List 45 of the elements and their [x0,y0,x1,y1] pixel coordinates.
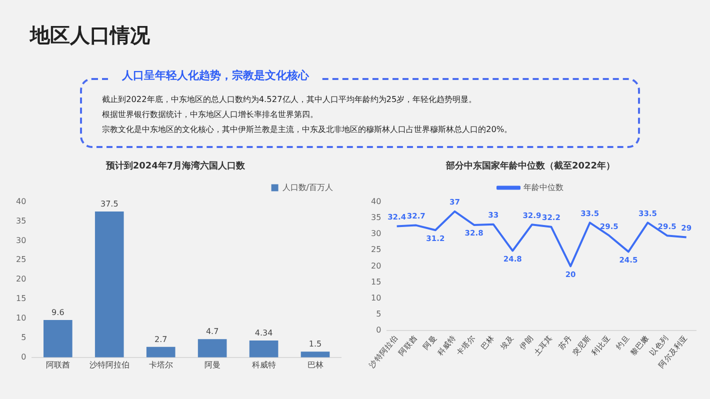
y-tick-label: 5 [376,310,382,319]
chart-title: 部分中东国家年龄中位数（截至2022年） [444,160,616,172]
text: 截止到2022年底，中东地区的总人口数约为4.527亿人，其中人口平均年龄约为25岁，年轻化趋势明显。 [102,94,477,105]
x-tick-label: 阿曼 [204,360,220,370]
legend-label: 年龄中位数 [524,182,564,192]
y-tick-label: 35 [16,216,26,226]
x-tick-label: 沙特阿拉伯 [89,360,130,370]
data-label: 9.6 [52,308,64,318]
y-tick-label: 15 [16,294,26,304]
x-tick-label: 科威特 [252,360,276,370]
y-tick-label: 20 [16,274,26,284]
y-tick-label: 25 [370,245,382,254]
bar [198,339,227,358]
y-tick-label: 0 [376,326,382,335]
data-label: 4.7 [206,327,219,336]
y-tick-label: 40 [16,196,26,206]
bar [146,346,176,358]
bar [94,212,124,358]
legend-label: 人口数/百万人 [282,182,334,192]
data-label: 37.5 [100,200,118,209]
y-tick-label: 30 [370,229,382,238]
y-tick-label: 20 [370,261,382,270]
data-label: 4.34 [254,328,273,338]
bar [249,340,278,358]
y-tick-label: 25 [16,255,26,264]
data-label: 2.7 [154,334,168,344]
y-tick-label: 35 [370,212,382,222]
y-tick-label: 0 [21,352,26,362]
y-tick-label: 15 [370,277,382,286]
x-tick-label: 阿联酋 [46,360,70,370]
x-tick-label: 卡塔尔 [148,360,173,370]
x-tick-label: 巴林 [307,360,324,370]
y-tick-label: 5 [21,333,26,342]
bar [300,352,330,358]
text: 人口呈年轻人化趋势，宗教是文化核心 [112,68,319,83]
data-label: 1.5 [308,340,322,349]
text: 地区人口情况 [30,22,150,49]
y-tick-label: 30 [16,236,26,245]
text: 宗教文化是中东地区的文化核心，其中伊斯兰教是主流，中东及北非地区的穆斯林人口占世界穆斯林总人口的20%。 [102,124,512,135]
text: 根据世界银行数据统计，中东地区人口增长率排名世界第四。 [102,109,318,120]
y-tick-label: 10 [370,293,382,302]
chart-title: 预计到2024年7月海湾六国人口数 [104,160,246,172]
y-tick-label: 40 [370,196,382,206]
bar [44,320,72,358]
y-tick-label: 10 [16,314,26,323]
